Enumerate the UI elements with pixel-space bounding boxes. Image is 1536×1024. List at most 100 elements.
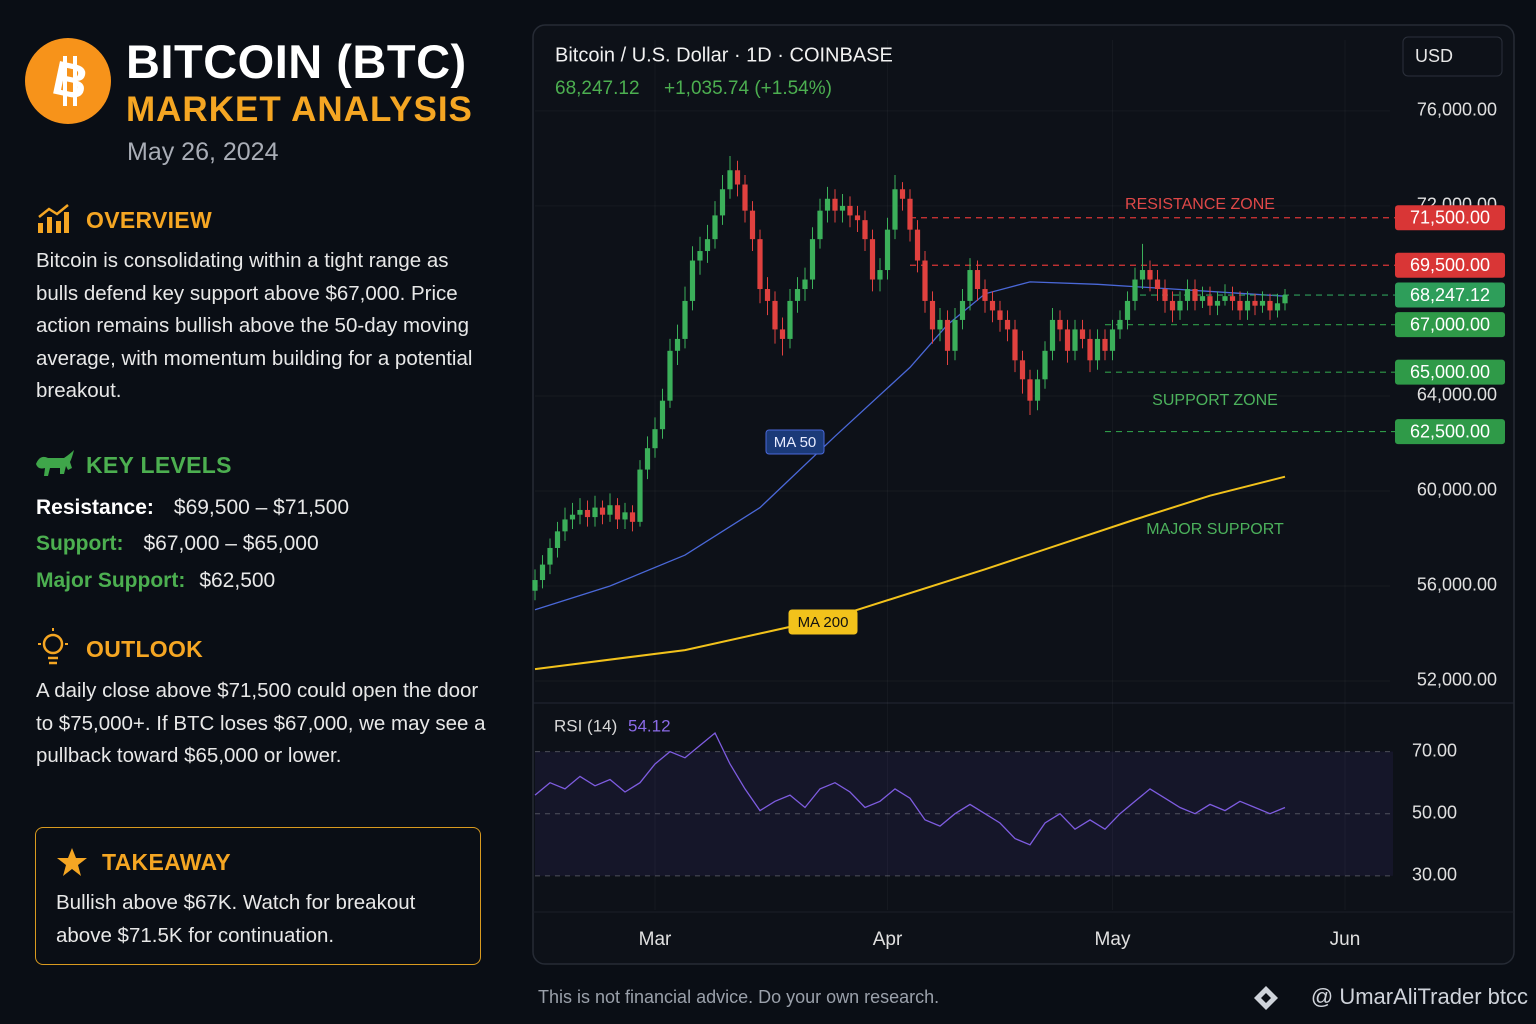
ma-line (534, 475, 1286, 671)
candle-body (922, 260, 928, 301)
candle-body (772, 300, 778, 330)
candle-body (764, 289, 771, 301)
candle-body (569, 514, 576, 520)
candle-body (599, 507, 606, 515)
candle-body (1192, 289, 1198, 301)
page-date: May 26, 2024 (127, 138, 279, 166)
disclaimer: This is not financial advice. Do your ow… (538, 987, 939, 1007)
candle-body (1087, 338, 1093, 361)
candle-body (749, 210, 756, 240)
rsi-band (535, 751, 1393, 876)
candle-body (539, 564, 546, 581)
candle-body (929, 300, 936, 330)
level-tag-label: 68,247.12 (1410, 285, 1490, 305)
ma-badge: MA 200 (788, 609, 858, 635)
rsi-tick-label: 50.00 (1412, 802, 1457, 822)
key-level-row: Support: $67,000 – $65,000 (36, 532, 319, 556)
level-tag (1395, 419, 1505, 445)
candle-body (734, 170, 741, 185)
candle-body (809, 239, 816, 280)
zone-label: RESISTANCE ZONE (1125, 196, 1275, 213)
currency-box[interactable] (1402, 36, 1503, 77)
candle-body (869, 239, 876, 280)
candle-body (989, 300, 996, 311)
candle-body (1229, 296, 1236, 301)
candle-body (1199, 296, 1206, 301)
candle-body (689, 260, 696, 301)
candle-body (1237, 300, 1243, 311)
candle-body (1244, 300, 1251, 311)
price-change: +1,035.74 (+1.54%) (664, 78, 832, 99)
candle-body (1057, 319, 1063, 330)
zone-label: SUPPORT ZONE (1152, 392, 1278, 409)
candle-body (854, 215, 861, 221)
section-heading: KEY LEVELS (86, 452, 232, 478)
candle-body (982, 289, 988, 301)
zone-label: MAJOR SUPPORT (1146, 521, 1284, 538)
currency[interactable]: USD (1415, 46, 1453, 66)
ma-badge-bg (765, 429, 825, 455)
y-tick-label: 76,000.00 (1417, 100, 1497, 120)
candle-body (1124, 300, 1131, 320)
candle-body (944, 319, 951, 351)
key-level-value: $67,000 – $65,000 (143, 532, 319, 555)
bulb-icon (38, 628, 68, 665)
candle-body (899, 189, 906, 199)
candle-body (967, 270, 973, 301)
candle-body (1094, 338, 1101, 361)
overview-text: Bitcoin is consolidating within a tight … (36, 249, 473, 403)
candle-body (847, 205, 853, 216)
candle-body (937, 319, 943, 330)
candle-body (1132, 279, 1138, 301)
bull-icon (36, 450, 74, 476)
candle-body (779, 329, 786, 339)
candle-body (1042, 350, 1048, 380)
overview-icon (38, 204, 69, 233)
candle-body (1184, 289, 1191, 301)
candle-body (884, 229, 891, 271)
candle-body (1169, 300, 1176, 311)
rsi-tick-label: 30.00 (1412, 865, 1457, 885)
key-level-label: Major Support: (36, 569, 186, 592)
key-level-label: Support: (36, 532, 124, 555)
last-price: 68,247.12 (555, 78, 640, 99)
candle-body (1207, 296, 1213, 306)
candle-body (1222, 296, 1228, 301)
candle-body (727, 170, 733, 190)
level-tag (1395, 282, 1505, 308)
x-tick-label: May (1095, 929, 1131, 950)
candle-body (712, 215, 718, 240)
candle-body (802, 279, 808, 290)
level-tag-label: 65,000.00 (1410, 362, 1490, 382)
candle-body (1079, 329, 1086, 339)
candle-body (787, 300, 793, 339)
credit: @ UmarAliTrader btcc (1311, 984, 1528, 1009)
candle-body (817, 210, 823, 240)
rsi-line (534, 731, 1286, 846)
chart-panel (532, 24, 1515, 965)
btc-logo: B (25, 38, 111, 124)
candle-body (652, 429, 658, 449)
candle-body (629, 512, 636, 522)
candle-body (1177, 300, 1183, 311)
x-tick-label: Apr (873, 929, 903, 950)
candle-body (607, 505, 613, 515)
candle-body (1027, 379, 1033, 401)
candle-body (1252, 300, 1258, 306)
key-level-value: $69,500 – $71,500 (173, 496, 350, 519)
chart-title: Bitcoin / U.S. Dollar · 1D · COINBASE (555, 44, 893, 66)
candle-body (547, 547, 553, 565)
ma-label: MA 50 (774, 434, 817, 451)
section-heading: OVERVIEW (86, 207, 212, 233)
candle-body (974, 270, 981, 290)
candle-body (892, 189, 898, 230)
candle-body (622, 512, 628, 520)
candle-body (794, 289, 801, 301)
rsi-value: 54.12 (628, 716, 671, 735)
candle-body (1019, 360, 1026, 380)
candle-body (862, 220, 868, 240)
ma-badge: MA 50 (765, 429, 825, 455)
candle-body (577, 509, 583, 515)
candle-body (1274, 303, 1281, 311)
